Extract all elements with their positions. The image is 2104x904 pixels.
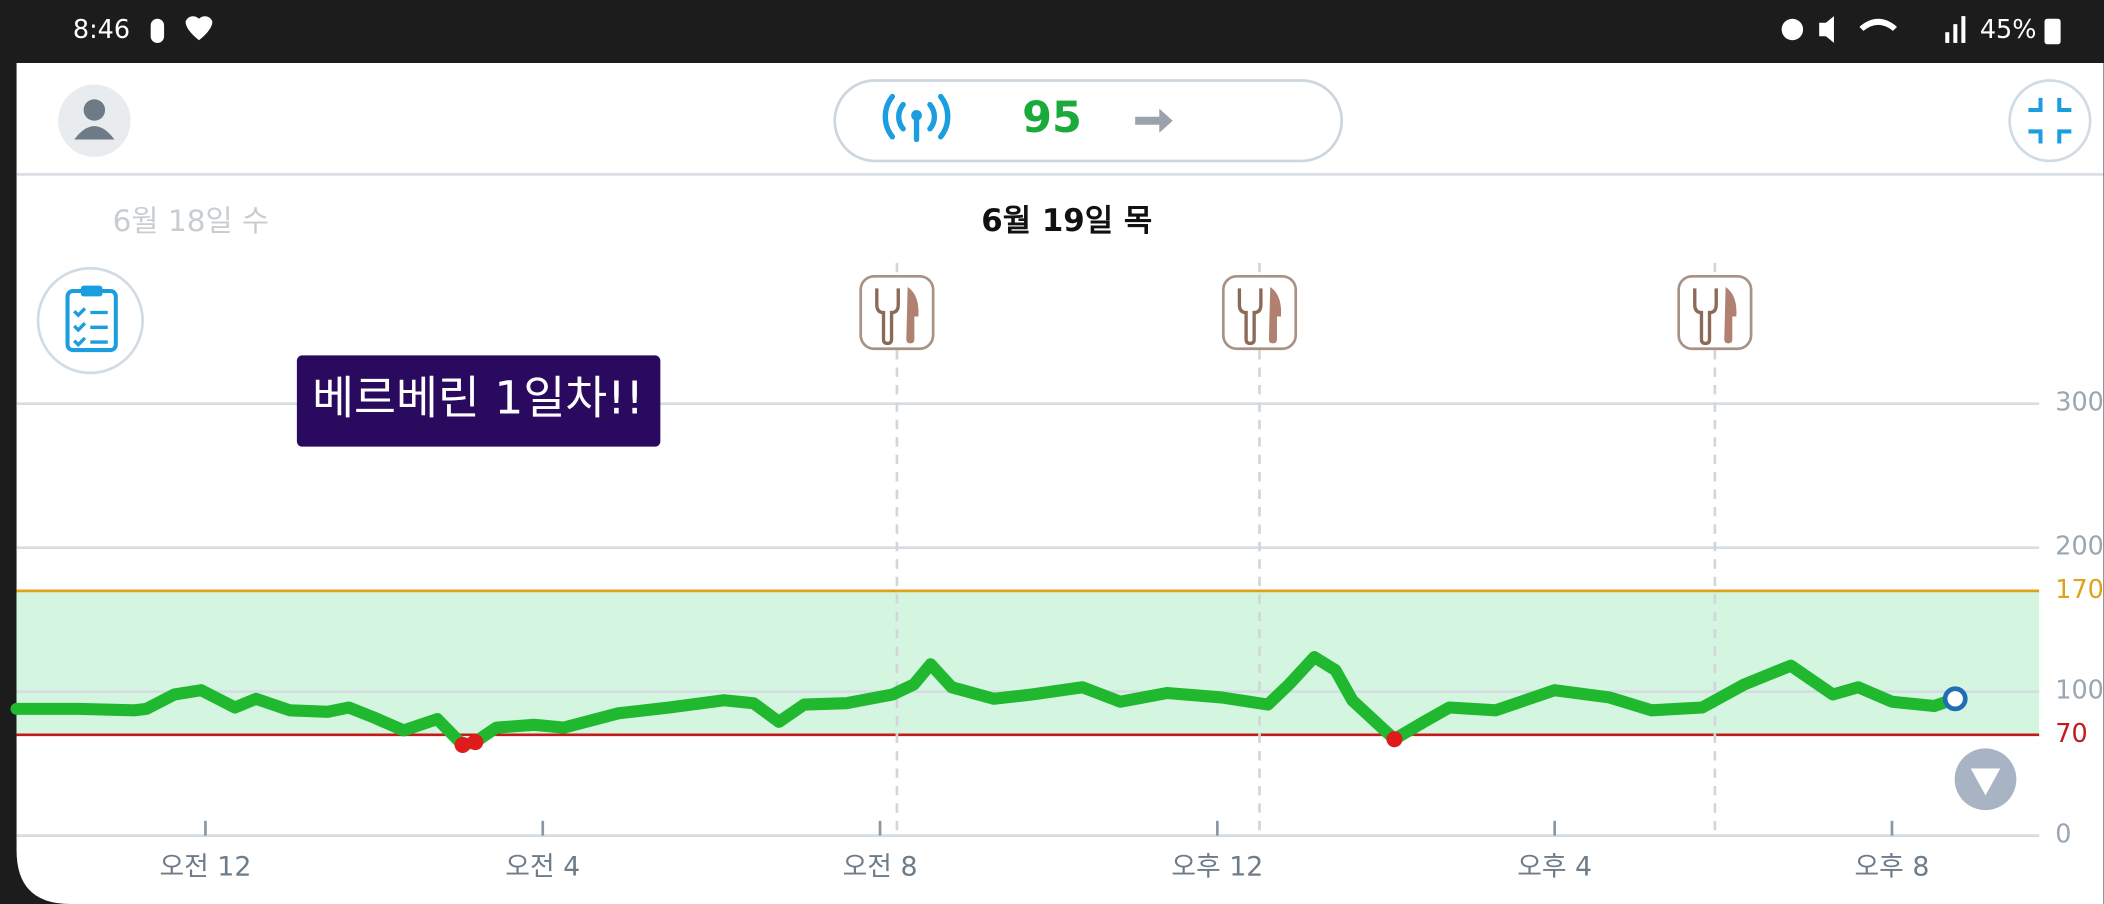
low-threshold-label: 70 — [2055, 719, 2087, 749]
current-reading: 95 — [1022, 93, 1082, 143]
y-tick-label: 100 — [2055, 676, 2104, 706]
y-tick-label: 0 — [2055, 820, 2071, 850]
x-tick-label: 오전 8 — [843, 851, 918, 882]
x-tick-label: 오후 4 — [1517, 851, 1592, 882]
status-time: 8:46 — [73, 15, 130, 45]
fork — [1237, 288, 1263, 346]
note-box[interactable] — [296, 355, 661, 447]
low-point — [467, 733, 484, 751]
low-point — [454, 736, 471, 753]
compress-button[interactable] — [2008, 79, 2092, 163]
meal-icon[interactable] — [859, 274, 935, 351]
log-button[interactable] — [36, 266, 144, 375]
meal-icon[interactable] — [1677, 274, 1753, 351]
low-point — [1386, 731, 1403, 748]
x-tick-label: 오후 8 — [1855, 851, 1930, 882]
glucose-chart: 0 100 200 300 170 70 오전 12 오전 4 오전 8 오후 12 오후 4 오후 … — [10, 262, 2104, 882]
status-icon — [150, 18, 165, 43]
fork — [1693, 288, 1718, 346]
signal-icon — [882, 93, 951, 143]
current-point — [1942, 686, 1968, 712]
previous-date[interactable]: 6월 18일 수 — [113, 204, 269, 238]
meal-icon[interactable] — [1221, 274, 1298, 351]
app-bg — [16, 63, 2104, 904]
knife — [1724, 287, 1737, 344]
knife — [906, 287, 919, 344]
status-icon — [185, 16, 213, 41]
scroll-down-button[interactable] — [1954, 748, 2017, 811]
x-tick-label: 오전 4 — [505, 851, 580, 882]
x-tick-label: 오전 12 — [159, 851, 251, 882]
profile-button[interactable] — [58, 84, 131, 157]
high-threshold-label: 170 — [2055, 575, 2104, 605]
fork — [875, 288, 900, 346]
glucose-line — [10, 651, 1962, 751]
reading-pill[interactable] — [833, 79, 1344, 163]
knife — [1268, 287, 1282, 344]
x-tick-label: 오후 12 — [1171, 851, 1263, 882]
y-tick-label: 200 — [2055, 532, 2104, 562]
trend-arrow — [1135, 108, 1173, 133]
current-date: 6월 19일 목 — [981, 203, 1152, 239]
status-battery: 45% — [1980, 15, 2037, 45]
y-tick-label: 300 — [2055, 388, 2104, 418]
note-text: 베르베린 1일차!! — [312, 372, 644, 425]
